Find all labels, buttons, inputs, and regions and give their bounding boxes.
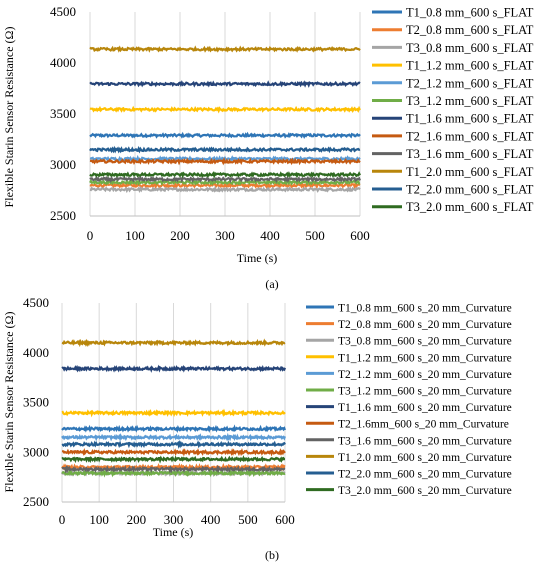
panel-a: 2500 3000 3500 4000 4500 0 100 200 300 400 500 600… bbox=[2, 4, 534, 291]
b-series-line bbox=[61, 364, 287, 373]
a-legend-label: T1_0.8 mm_600 s_FLAT bbox=[406, 6, 534, 20]
a-legend: T1_0.8 mm_600 s_FLAT T2_0.8 mm_600 s_FLAT… bbox=[372, 6, 534, 214]
b-y-tick-labels: 2500 3000 3500 4000 4500 bbox=[23, 295, 49, 509]
a-y-tick-label: 4500 bbox=[50, 4, 76, 19]
a-legend-label: T3_2.0 mm_600 s_FLAT bbox=[406, 200, 534, 214]
b-y-tick-label: 3000 bbox=[23, 444, 49, 459]
b-x-tick-label: 100 bbox=[89, 512, 109, 527]
b-legend-label: T3_0.8 mm_600 s_20 mm_Curvature bbox=[338, 336, 512, 348]
b-x-tick-labels: 0 100 200 300 400 500 600 bbox=[59, 512, 295, 527]
a-x-tick-labels: 0 100 200 300 400 500 600 bbox=[87, 228, 370, 243]
a-x-tick-label: 300 bbox=[215, 228, 235, 243]
b-series-line bbox=[61, 338, 286, 348]
a-legend-label: T3_0.8 mm_600 s_FLAT bbox=[406, 41, 534, 55]
b-legend: T1_0.8 mm_600 s_20 mm_Curvature T2_0.8 mm… bbox=[306, 303, 512, 497]
b-legend-label: T1_0.8 mm_600 s_20 mm_Curvature bbox=[338, 303, 512, 315]
b-series-line bbox=[61, 439, 286, 450]
a-x-tick-label: 400 bbox=[260, 228, 280, 243]
a-series-line bbox=[89, 80, 361, 88]
b-x-tick-label: 600 bbox=[275, 512, 295, 527]
b-x-tick-label: 0 bbox=[59, 512, 66, 527]
panel-b: 2500 3000 3500 4000 4500 0 100 200 300 400 500 600… bbox=[2, 295, 512, 562]
b-series-line bbox=[61, 408, 286, 418]
b-x-tick-label: 300 bbox=[164, 512, 184, 527]
a-x-tick-label: 0 bbox=[87, 228, 94, 243]
a-legend-label: T3_1.6 mm_600 s_FLAT bbox=[406, 147, 534, 161]
b-legend-label: T2_1.2 mm_600 s_20 mm_Curvature bbox=[338, 369, 512, 381]
b-legend-label: T3_1.6 mm_600 s_20 mm_Curvature bbox=[338, 435, 512, 447]
a-panel-label: (a) bbox=[265, 277, 278, 291]
a-legend-label: T1_2.0 mm_600 s_FLAT bbox=[406, 165, 534, 179]
b-series-line bbox=[61, 447, 286, 457]
a-series-line bbox=[89, 131, 361, 139]
b-legend-label: T1_1.2 mm_600 s_20 mm_Curvature bbox=[338, 352, 512, 364]
a-x-tick-label: 200 bbox=[170, 228, 190, 243]
a-x-axis-title: Time (s) bbox=[237, 251, 278, 265]
a-series-line bbox=[89, 178, 361, 187]
a-series-line bbox=[89, 185, 361, 194]
b-y-axis-title: Flexible Starin Sensor Resistance (Ω) bbox=[2, 312, 16, 493]
b-y-tick-label: 2500 bbox=[23, 494, 49, 509]
b-x-axis-title: Time (s) bbox=[153, 525, 194, 539]
b-series-line bbox=[61, 468, 286, 478]
b-series-line bbox=[61, 455, 286, 464]
b-legend-label: T3_1.2 mm_600 s_20 mm_Curvature bbox=[338, 386, 512, 398]
a-x-tick-label: 500 bbox=[305, 228, 325, 243]
a-gridlines bbox=[89, 12, 361, 216]
a-series-line bbox=[89, 145, 361, 154]
b-legend-label: T1_1.6 mm_600 s_20 mm_Curvature bbox=[338, 402, 512, 414]
b-legend-label: T2_0.8 mm_600 s_20 mm_Curvature bbox=[338, 319, 512, 331]
a-series-lines bbox=[89, 45, 362, 194]
a-legend-label: T1_1.6 mm_600 s_FLAT bbox=[406, 112, 534, 126]
b-y-tick-label: 3500 bbox=[23, 395, 49, 410]
a-series-line bbox=[89, 154, 361, 163]
b-series-line bbox=[61, 464, 286, 474]
b-y-tick-label: 4000 bbox=[23, 345, 49, 360]
b-legend-label: T2_2.0 mm_600 s_20 mm_Curvature bbox=[338, 469, 512, 481]
a-legend-label: T2_1.6 mm_600 s_FLAT bbox=[406, 129, 534, 143]
a-y-axis-title: Flexible Starin Sensor Resistance (Ω) bbox=[2, 27, 16, 208]
a-y-tick-label: 4000 bbox=[50, 55, 76, 70]
a-y-tick-labels: 2500 3000 3500 4000 4500 bbox=[50, 4, 76, 223]
a-series-line bbox=[89, 175, 362, 184]
b-series-line bbox=[61, 432, 287, 442]
a-series-line bbox=[89, 105, 361, 114]
b-legend-label: T1_2.0 mm_600 s_20 mm_Curvature bbox=[338, 452, 512, 464]
b-x-tick-label: 500 bbox=[238, 512, 258, 527]
a-series-line bbox=[89, 171, 361, 179]
a-x-tick-label: 100 bbox=[125, 228, 145, 243]
a-series-line bbox=[89, 45, 361, 53]
b-legend-label: T2_1.6mm_600 s_20 mm_Curvature bbox=[338, 419, 509, 431]
b-y-tick-label: 4500 bbox=[23, 295, 49, 310]
a-y-tick-label: 3500 bbox=[50, 106, 76, 121]
a-legend-label: T2_2.0 mm_600 s_FLAT bbox=[406, 183, 534, 197]
b-x-tick-label: 200 bbox=[127, 512, 147, 527]
a-y-tick-label: 3000 bbox=[50, 157, 76, 172]
b-panel-label: (b) bbox=[265, 548, 279, 562]
b-series-lines bbox=[60, 338, 287, 478]
a-x-tick-label: 600 bbox=[350, 228, 370, 243]
b-legend-label: T3_2.0 mm_600 s_20 mm_Curvature bbox=[338, 485, 512, 497]
a-y-tick-label: 2500 bbox=[50, 208, 76, 223]
b-x-tick-label: 400 bbox=[201, 512, 221, 527]
a-legend-label: T1_1.2 mm_600 s_FLAT bbox=[406, 59, 534, 73]
a-legend-label: T2_0.8 mm_600 s_FLAT bbox=[406, 23, 534, 37]
a-legend-label: T2_1.2 mm_600 s_FLAT bbox=[406, 76, 534, 90]
b-series-line bbox=[61, 424, 287, 434]
a-series-line bbox=[89, 157, 361, 166]
a-legend-label: T3_1.2 mm_600 s_FLAT bbox=[406, 94, 534, 108]
